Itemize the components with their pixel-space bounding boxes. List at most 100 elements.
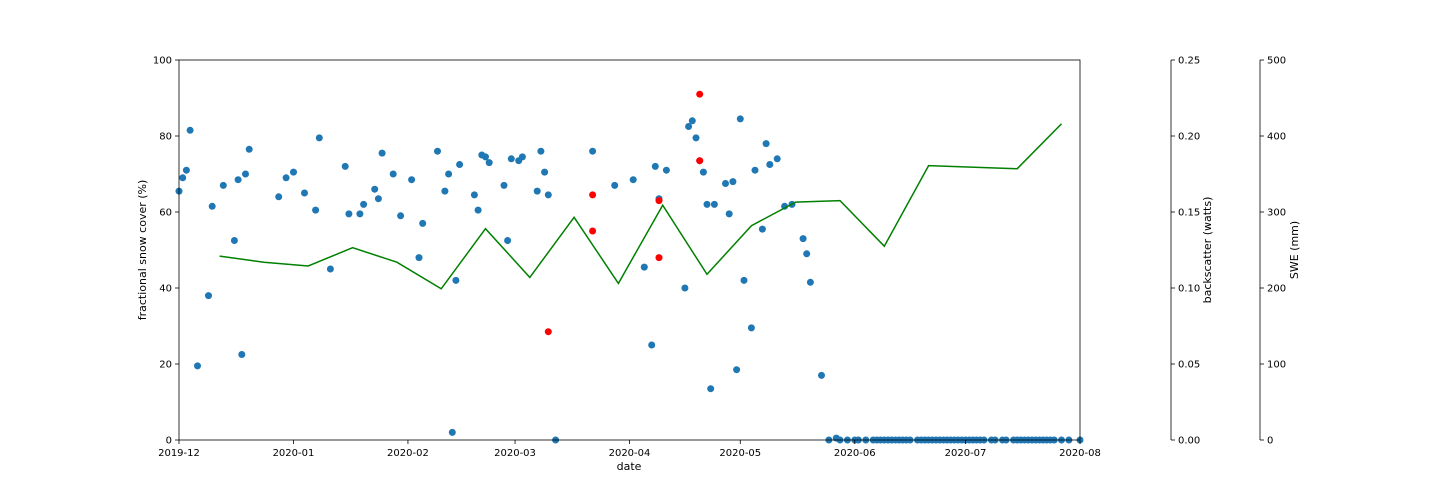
snow-cover-point — [356, 210, 364, 218]
snow-cover-point — [290, 168, 297, 176]
y-tick-label: 80 — [159, 132, 172, 143]
snow-cover-point — [230, 237, 238, 244]
snow-cover-point — [208, 202, 216, 210]
snow-cover-point — [747, 324, 755, 332]
snow-cover-point — [751, 166, 759, 174]
y-axis-right2-label: SWE (mm) — [1288, 221, 1301, 279]
red-point — [589, 191, 597, 199]
y-right1-tick-label: 0.05 — [1178, 360, 1200, 371]
snow-cover-point — [781, 202, 789, 210]
snow-cover-point — [818, 371, 825, 379]
snow-cover-point — [485, 159, 493, 167]
snow-cover-point — [544, 191, 552, 199]
y-right2-tick-label: 100 — [1267, 360, 1286, 371]
y-right1-tick-label: 0.10 — [1178, 284, 1200, 295]
snow-cover-point — [681, 284, 689, 292]
snow-cover-point — [360, 200, 368, 208]
red-point — [655, 254, 663, 262]
snow-cover-point — [301, 189, 308, 197]
plot-frame — [178, 59, 1081, 441]
y-right1-tick-label: 0.20 — [1178, 132, 1200, 143]
x-tick-label: 2020-02 — [387, 448, 429, 459]
snow-cover-point — [729, 178, 737, 186]
snow-cover-point — [648, 341, 656, 349]
snow-cover-point — [441, 187, 449, 195]
snow-cover-point — [537, 147, 545, 155]
y-right2-tick-label: 200 — [1267, 284, 1286, 295]
snow-cover-point — [448, 428, 456, 436]
snow-cover-point — [504, 237, 512, 244]
snow-cover-point — [518, 153, 526, 161]
snow-cover-point — [452, 276, 460, 284]
snow-cover-point — [275, 193, 283, 201]
x-tick-label: 2020-06 — [834, 448, 876, 459]
snow-cover-point — [707, 385, 715, 393]
snow-cover-point — [179, 174, 187, 182]
y-tick-label: 100 — [153, 56, 172, 67]
snow-cover-point — [533, 187, 541, 195]
x-tick-label: 2020-04 — [609, 448, 651, 459]
snow-cover-point — [312, 206, 320, 214]
snow-cover-point — [589, 147, 597, 155]
snow-cover-point — [242, 170, 249, 178]
snow-cover-point — [500, 181, 508, 189]
snow-cover-point — [766, 161, 774, 168]
red-point — [696, 157, 704, 165]
snow-cover-point — [470, 191, 478, 199]
y-axis-label: fractional snow cover (%) — [136, 180, 149, 321]
snow-cover-point — [685, 123, 693, 130]
y-tick-label: 20 — [159, 360, 172, 371]
snow-cover-point — [640, 263, 648, 271]
snow-cover-point — [315, 134, 323, 142]
snow-cover-point — [374, 195, 382, 203]
snow-cover-point — [758, 225, 766, 233]
snow-cover-point — [541, 168, 549, 176]
snow-cover-point — [740, 276, 748, 284]
snow-cover-point — [482, 153, 489, 161]
axes: 2019-12 2020-01 2020-02 2020-03 2020-04 2020-… — [153, 56, 1286, 460]
red-point — [655, 197, 663, 205]
snow-cover-point — [662, 166, 670, 174]
snow-cover-point — [397, 212, 405, 220]
snow-cover-point — [762, 140, 770, 148]
snow-cover-point — [182, 166, 190, 174]
snow-cover-point — [688, 117, 696, 125]
plot-marks — [175, 90, 1084, 444]
y-right1-tick-label: 0.25 — [1178, 56, 1200, 67]
snow-cover-point — [326, 265, 334, 273]
y-right1-tick-label: 0.15 — [1178, 208, 1200, 219]
y-axis-right1-label: backscatter (watts) — [1201, 197, 1214, 304]
x-tick-label: 2020-08 — [1059, 448, 1101, 459]
y-right2-tick-label: 500 — [1267, 56, 1286, 67]
snow-cover-point — [194, 362, 201, 370]
x-tick-label: 2020-07 — [945, 448, 987, 459]
snow-cover-point — [692, 134, 700, 142]
red-point — [696, 90, 704, 98]
snow-cover-point — [456, 161, 464, 168]
snow-cover-point — [806, 278, 814, 286]
snow-cover-point — [238, 351, 246, 358]
snow-cover-point — [205, 292, 212, 300]
swe-line — [219, 123, 1063, 290]
snow-cover-point — [245, 145, 253, 153]
snow-cover-point — [803, 250, 811, 258]
snow-cover-point — [611, 181, 619, 189]
snow-cover-point — [282, 174, 290, 182]
x-tick-label: 2020-05 — [719, 448, 761, 459]
snow-cover-point — [474, 206, 482, 214]
snow-cover-point — [415, 254, 423, 262]
snow-cover-point — [725, 210, 733, 218]
y-right1-tick-label: 0.00 — [1178, 436, 1200, 447]
snow-cover-point — [773, 155, 781, 163]
snow-cover-point — [733, 366, 741, 374]
snow-cover-point — [186, 126, 194, 134]
snow-cover-point — [445, 170, 453, 178]
snow-cover-point — [651, 162, 659, 170]
snow-cover-point — [408, 176, 416, 184]
y-right2-tick-label: 400 — [1267, 132, 1286, 143]
snow-cover-point — [371, 185, 379, 193]
snow-cover-point — [345, 210, 353, 218]
y-right2-tick-label: 0 — [1267, 436, 1273, 447]
y-tick-label: 60 — [159, 208, 172, 219]
